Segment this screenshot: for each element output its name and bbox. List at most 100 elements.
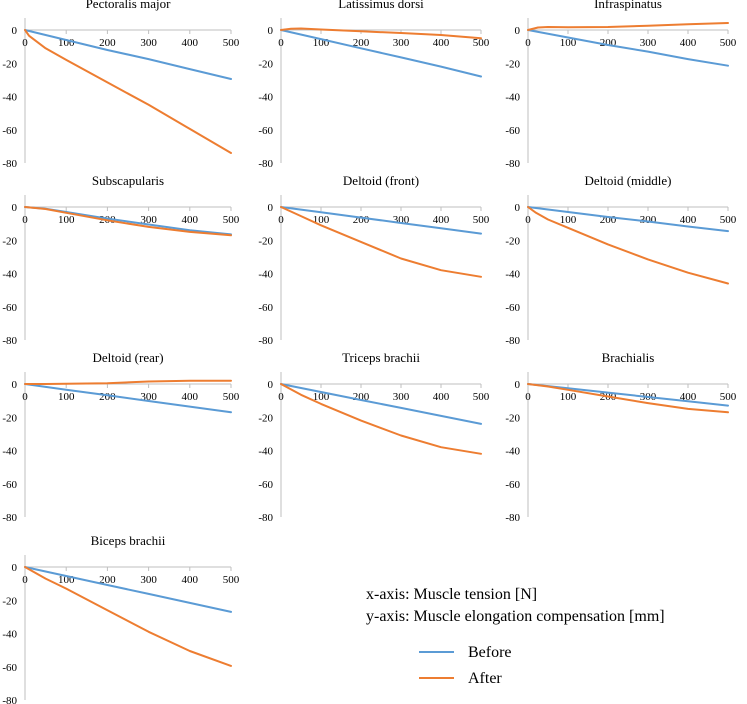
series-line-before: [24, 566, 232, 613]
series-line-before: [280, 383, 482, 425]
y-tick-label: 0: [12, 562, 18, 574]
chart-title: Deltoid (middle): [584, 173, 671, 188]
y-tick-label: -40: [505, 92, 520, 104]
y-tick-label: -40: [2, 269, 17, 281]
series-line-before: [527, 206, 729, 233]
series-line-after: [527, 383, 729, 414]
x-tick-label: 400: [182, 391, 199, 403]
y-tick-label: -60: [2, 302, 17, 314]
legend-after-label: After: [468, 670, 502, 687]
y-tick-label: -80: [2, 695, 17, 704]
x-tick-label: 500: [223, 574, 240, 586]
chart-title: Infraspinatus: [594, 0, 662, 11]
y-tick-label: -60: [258, 479, 273, 491]
x-tick-label: 0: [525, 214, 531, 226]
chart-deltoid-middle: Deltoid (middle)0-20-40-60-800 100 200 300 4…: [505, 173, 736, 347]
series-line-before: [527, 383, 729, 407]
y-tick-label: -40: [258, 92, 273, 104]
series-line-before: [24, 29, 232, 80]
x-tick-label: 0: [525, 37, 531, 49]
x-tick-label: 0: [22, 37, 28, 49]
y-tick-label: -20: [258, 58, 273, 70]
x-tick-label: 500: [473, 214, 490, 226]
x-tick-label: 400: [680, 37, 697, 49]
y-tick-label: -60: [2, 479, 17, 491]
y-tick-label: -60: [505, 479, 520, 491]
series-line-before: [280, 206, 482, 235]
x-tick-label: 200: [353, 214, 370, 226]
y-tick-label: -20: [258, 235, 273, 247]
y-tick-label: -60: [258, 125, 273, 137]
y-tick-label: -20: [2, 235, 17, 247]
chart-title: Deltoid (rear): [92, 350, 163, 365]
x-tick-label: 100: [560, 37, 577, 49]
y-tick-label: -40: [505, 269, 520, 281]
y-tick-label: 0: [515, 202, 521, 214]
x-tick-label: 300: [140, 574, 157, 586]
chart-title: Brachialis: [602, 350, 655, 365]
y-tick-label: 0: [515, 379, 521, 391]
x-tick-label: 500: [720, 37, 737, 49]
x-tick-label: 200: [99, 37, 116, 49]
xaxis-caption: x-axis: Muscle tension [N]: [366, 586, 537, 603]
y-tick-label: -20: [2, 58, 17, 70]
x-tick-label: 100: [58, 214, 75, 226]
series-line-after: [24, 566, 232, 667]
y-tick-label: 0: [268, 379, 274, 391]
y-tick-label: -80: [258, 158, 273, 170]
series-line-after: [280, 206, 482, 278]
y-tick-label: -40: [258, 446, 273, 458]
chart-title: Latissimus dorsi: [338, 0, 424, 11]
chart-title: Subscapularis: [92, 173, 164, 188]
x-tick-label: 100: [313, 214, 330, 226]
x-tick-label: 500: [720, 214, 737, 226]
chart-title: Pectoralis major: [86, 0, 172, 11]
x-tick-label: 400: [433, 214, 450, 226]
series-line-after: [280, 27, 482, 40]
x-tick-label: 0: [22, 574, 28, 586]
x-tick-label: 0: [22, 391, 28, 403]
x-tick-label: 200: [353, 37, 370, 49]
legend-before-label: Before: [468, 644, 512, 661]
x-tick-label: 500: [473, 37, 490, 49]
x-tick-label: 400: [433, 37, 450, 49]
series-line-after: [24, 29, 232, 154]
y-tick-label: 0: [12, 25, 18, 37]
chart-deltoid-rear: Deltoid (rear)0-20-40-60-800 100 200 300 400…: [2, 350, 239, 524]
y-tick-label: -80: [2, 512, 17, 524]
y-tick-label: -60: [258, 302, 273, 314]
series-line-before: [527, 29, 729, 67]
y-tick-label: -60: [505, 302, 520, 314]
y-tick-label: -80: [2, 158, 17, 170]
x-tick-label: 300: [640, 37, 657, 49]
x-tick-label: 400: [182, 37, 199, 49]
x-tick-label: 300: [393, 37, 410, 49]
series-line-before: [24, 383, 232, 414]
y-tick-label: -60: [505, 125, 520, 137]
chart-title: Biceps brachii: [91, 533, 166, 548]
chart-title: Deltoid (front): [343, 173, 419, 188]
y-tick-label: -20: [505, 235, 520, 247]
y-tick-label: -20: [505, 58, 520, 70]
x-tick-label: 400: [182, 214, 199, 226]
x-tick-label: 100: [58, 391, 75, 403]
y-tick-label: -40: [2, 629, 17, 641]
x-tick-label: 0: [278, 37, 284, 49]
series-line-after: [527, 206, 729, 285]
chart-title: Triceps brachii: [342, 350, 420, 365]
y-tick-label: -80: [258, 335, 273, 347]
x-tick-label: 100: [560, 214, 577, 226]
y-tick-label: -20: [2, 412, 17, 424]
chart-deltoid-front: Deltoid (front)0-20-40-60-800 100 200 300 40…: [258, 173, 489, 347]
x-tick-label: 200: [99, 574, 116, 586]
y-tick-label: -80: [505, 158, 520, 170]
x-tick-label: 500: [223, 37, 240, 49]
series-line-after: [527, 22, 729, 31]
